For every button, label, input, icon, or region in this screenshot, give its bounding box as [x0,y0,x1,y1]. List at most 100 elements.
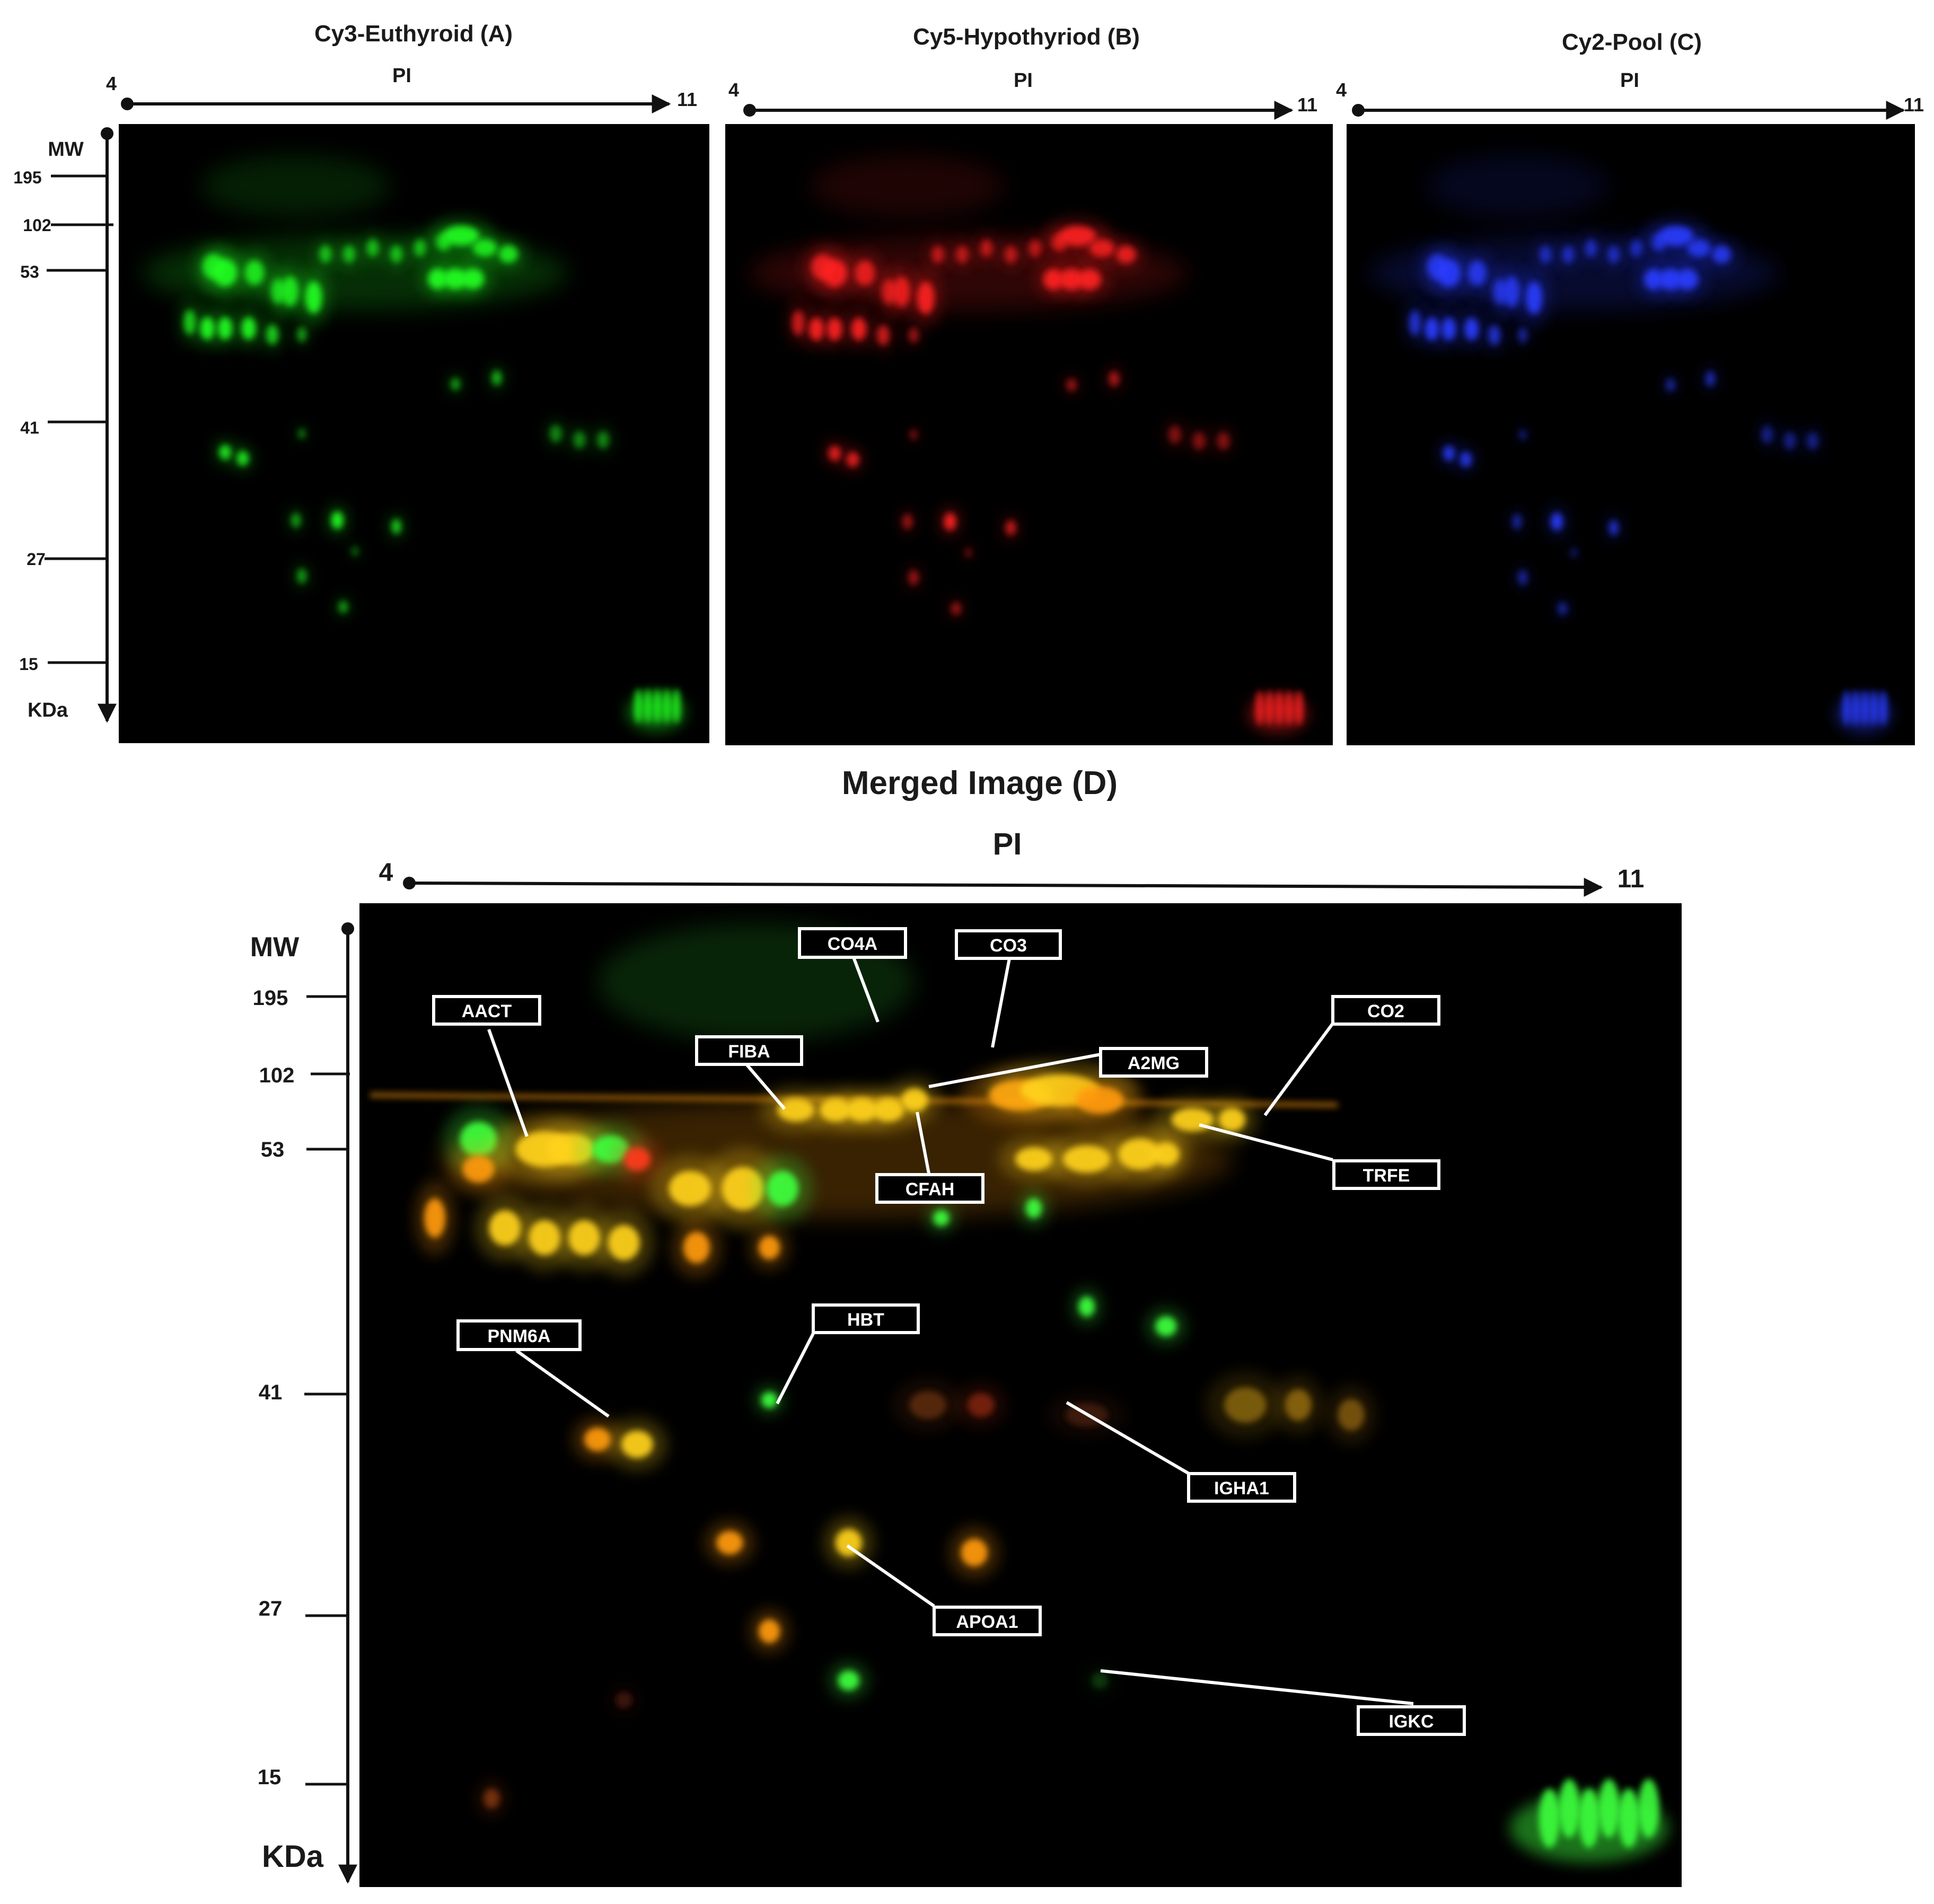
svg-text:TRFE: TRFE [1363,1166,1410,1186]
gel-spot [1608,245,1620,263]
gel-spot [319,245,332,263]
gel-spot [550,425,562,443]
panel-a-kda-label: KDa [28,699,68,721]
gel-spot [1409,310,1421,336]
panel-b-title: Cy5-Hypothyriod (B) [913,24,1140,50]
gel-spot [616,1692,632,1708]
gel-spot [241,317,256,340]
leader-fiba [745,1063,786,1110]
gel-haze [810,155,1005,217]
gel-spot [1518,570,1527,585]
label-hbt: HBT [812,1303,920,1334]
gel-spot [236,451,249,466]
gel-haze [438,1100,1233,1218]
gel-spot [343,245,355,263]
panel-b: Cy5-Hypothyriod (B) PI 4 11 [725,24,1333,745]
gel-spot [331,512,344,529]
panel-d-pi-label: PI [993,827,1022,861]
label-co4a: CO4A [798,927,907,959]
gel-spot [1585,239,1597,257]
gel-spot [621,1430,653,1458]
gel-spot [1153,1142,1180,1166]
panel-a-tick-27: 27 [27,550,107,569]
gel-spot [291,513,301,528]
svg-text:CO4A: CO4A [828,934,877,954]
gel-spot [1217,432,1230,450]
gel-spot [1005,245,1017,263]
svg-text:102: 102 [23,216,51,235]
gel-spot [759,1619,780,1643]
leader-hbt [776,1326,818,1405]
gel-spot [964,548,972,558]
gel-spot [901,1088,928,1112]
gel-spot [1224,1387,1267,1423]
gel-spot [761,1392,778,1408]
leader-igkc [1100,1669,1414,1705]
panel-b-spots [725,124,1333,733]
gel-spot [568,1220,600,1256]
gel-spot [669,1170,711,1206]
svg-text:27: 27 [27,550,46,569]
panel-a-tick-195: 195 [13,168,107,187]
panel-a-ph-arrow [121,94,671,113]
panel-a-tick-41: 41 [20,418,107,437]
protein-leader-lines [487,956,1414,1705]
label-cfah: CFAH [875,1173,984,1204]
gel-spot [338,601,348,613]
gel-spot [203,254,224,279]
leader-trfe [1199,1123,1333,1161]
panel-d-tick-41: 41 [259,1381,348,1404]
gel-spot [1067,378,1077,391]
gel-spot [305,281,322,314]
gel-spot [1687,239,1711,257]
gel-spot [847,452,859,467]
gel-spot [716,1531,743,1555]
leader-igha1 [1066,1401,1192,1476]
gel-spot [584,1427,611,1451]
gel-spot [1427,254,1448,279]
gel-spot [961,1538,988,1566]
panel-c: Cy2-Pool (C) PI 4 11 [1336,29,1924,745]
gel-spot [200,317,215,340]
gel-spot [1706,371,1715,386]
gel-spot [499,245,518,263]
panel-d: Merged Image (D) PI 4 11 MW KDa 195 102 … [250,765,1682,1887]
gel-spot [529,1220,561,1256]
svg-text:CFAH: CFAH [906,1179,955,1200]
gel-spot [1168,426,1181,444]
leader-co2 [1263,1021,1335,1116]
gel-spot [1489,325,1500,346]
gel-spot [1076,1086,1124,1114]
svg-text:AACT: AACT [462,1001,512,1021]
gel-spot [1761,426,1773,444]
panel-d-tick-195: 195 [253,986,348,1010]
panel-c-ph-min: 4 [1336,79,1347,101]
gel-spot [245,260,265,285]
panel-d-tick-15: 15 [258,1766,348,1789]
gel-spot [1540,245,1551,263]
gel-spot [1092,1672,1108,1689]
gel-spot [1712,245,1731,263]
gel-spot [909,570,919,585]
panel-d-mw-title: MW [250,932,300,963]
gel-spot [297,327,307,342]
svg-text:APOA1: APOA1 [956,1612,1018,1632]
label-igha1: IGHA1 [1187,1472,1296,1503]
label-apoa1: APOA1 [933,1606,1042,1636]
dye-front-haze [627,693,686,731]
svg-text:CO2: CO2 [1367,1001,1404,1021]
gel-spot [1078,1297,1095,1317]
gel-spot [944,513,956,531]
gel-spot [391,519,401,534]
gel-spot [489,1210,521,1246]
gel-spot [1443,446,1455,461]
panel-a-tick-102: 102 [23,216,113,235]
svg-text:102: 102 [259,1064,295,1087]
gel-spot [909,328,919,343]
panel-b-ph-max: 11 [1297,94,1317,116]
leader-co4a [852,956,880,1023]
gel-spot [597,431,609,449]
leader-pnm6a [515,1349,610,1418]
gel-spot [910,429,918,440]
svg-text:HBT: HBT [847,1310,884,1330]
